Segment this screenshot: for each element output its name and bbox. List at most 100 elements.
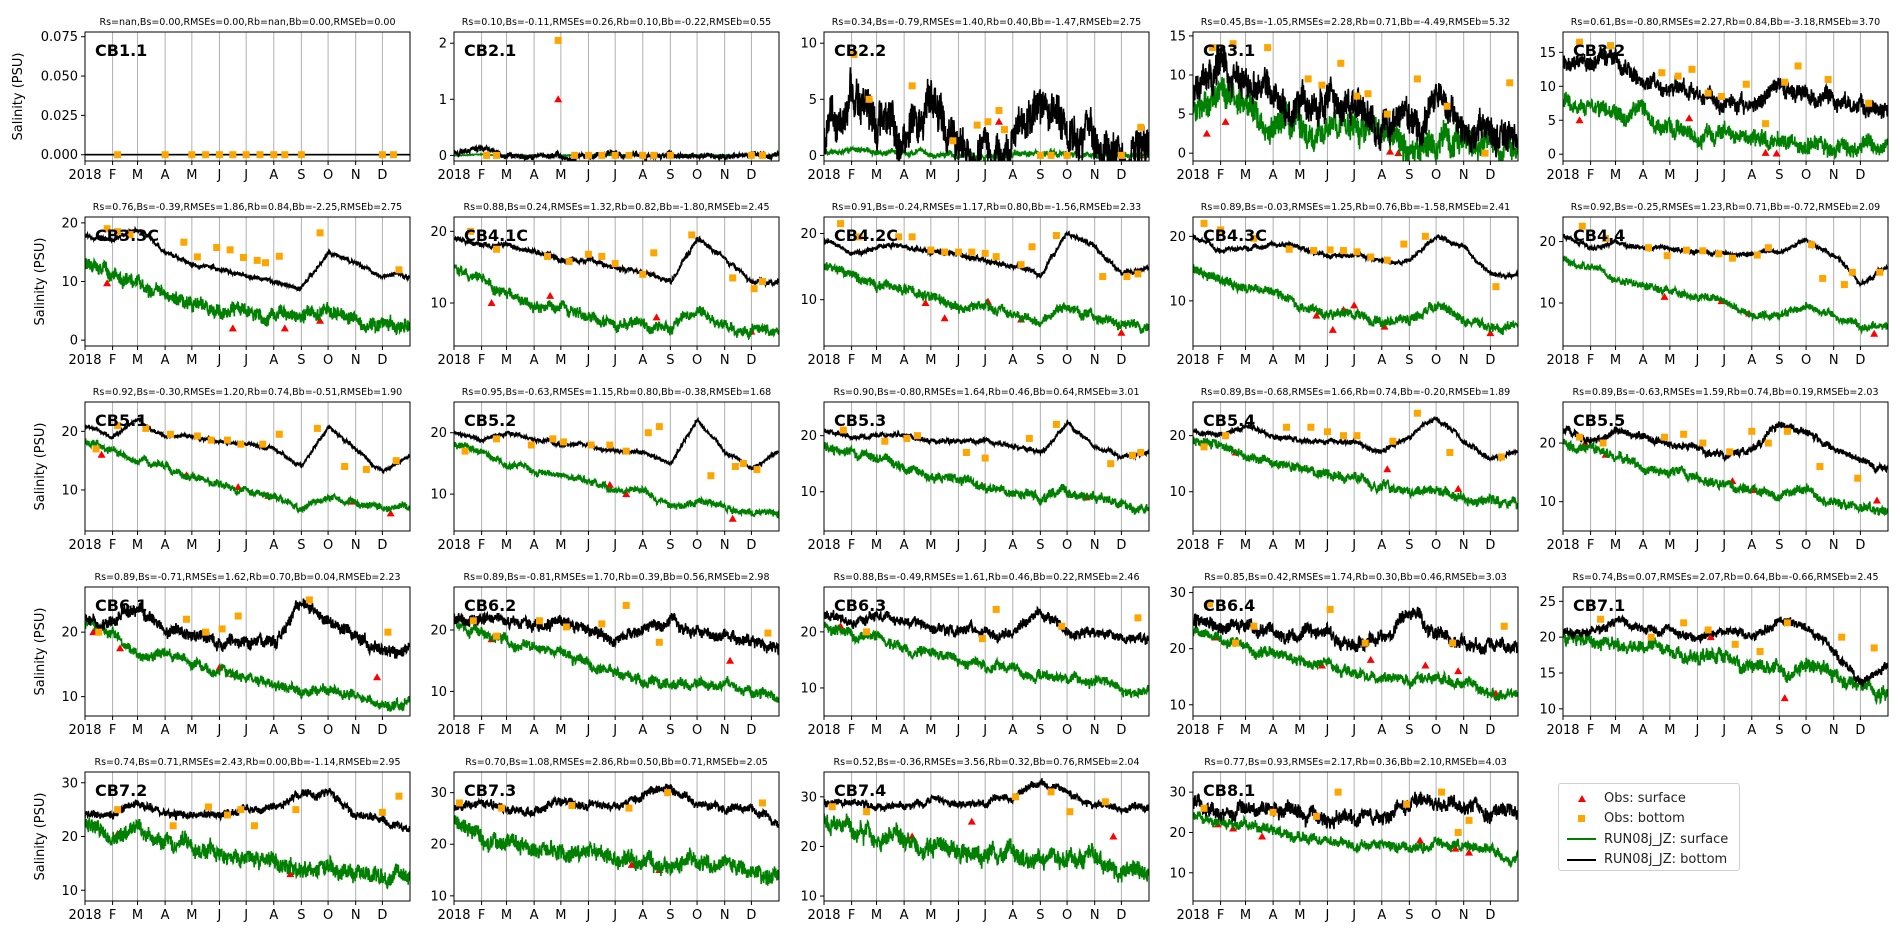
x-tick-label: F xyxy=(1217,723,1224,738)
model-bottom-line xyxy=(454,143,779,161)
station-label: CB4.3C xyxy=(1203,226,1267,245)
y-tick-label: 20 xyxy=(430,838,447,853)
x-tick-label: S xyxy=(666,538,674,553)
obs-bottom-point xyxy=(1128,451,1136,459)
x-tick-label: S xyxy=(666,353,674,368)
station-label: CB2.1 xyxy=(464,41,516,60)
obs-bottom-point xyxy=(1824,76,1832,84)
y-tick-label: 0.025 xyxy=(41,109,78,124)
x-tick-label: M xyxy=(132,168,143,183)
obs-bottom-point xyxy=(1753,251,1761,259)
station-label: CB4.1C xyxy=(464,226,528,245)
x-tick-label: M xyxy=(555,908,566,923)
model-surface-line xyxy=(1563,629,1888,706)
x-tick-label: A xyxy=(1747,538,1756,553)
obs-bottom-point xyxy=(395,792,403,800)
x-tick-label: D xyxy=(377,723,387,738)
obs-bottom-point xyxy=(584,151,592,159)
obs-bottom-point xyxy=(571,151,579,159)
y-tick-label: 0 xyxy=(809,149,817,164)
panel-title: Rs=0.76,Bs=-0.39,RMSEs=1.86,Rb=0.84,Bb=-… xyxy=(93,202,402,213)
x-tick-label: A xyxy=(530,353,539,368)
obs-bottom-point xyxy=(1819,274,1827,282)
model-surface-line xyxy=(1193,625,1518,703)
obs-bottom-point xyxy=(1682,246,1690,254)
x-tick-label: 2018 xyxy=(1546,723,1579,738)
obs-bottom-point xyxy=(560,438,568,446)
x-tick-label: M xyxy=(871,168,882,183)
obs-surface-point xyxy=(1421,661,1430,669)
panel-CB6-4: 2018 F M A M J J A S O N D 10 20 30 CB6.4 Rs=0.85,Bs=0.4… xyxy=(1169,572,1519,738)
obs-bottom-point xyxy=(1134,614,1142,622)
obs-bottom-point xyxy=(1848,268,1856,276)
y-tick-label: 10 xyxy=(800,681,817,696)
x-tick-label: D xyxy=(1116,538,1126,553)
obs-bottom-point xyxy=(1808,241,1816,249)
y-tick-label: 10 xyxy=(1169,294,1186,309)
panel-title: Rs=0.52,Bs=-0.36,RMSEs=3.56,Rb=0.32,Bb=0… xyxy=(833,757,1139,768)
x-tick-label: A xyxy=(1269,723,1278,738)
x-tick-label: M xyxy=(1294,908,1305,923)
obs-bottom-point xyxy=(1058,622,1066,630)
obs-bottom-point xyxy=(1717,93,1725,100)
model-surface-line xyxy=(1563,91,1888,161)
obs-bottom-point xyxy=(1063,151,1071,159)
x-tick-label: F xyxy=(1217,908,1224,923)
obs-bottom-point xyxy=(1576,433,1584,441)
x-tick-label: 2018 xyxy=(807,723,840,738)
obs-bottom-point xyxy=(1699,439,1707,447)
obs-bottom-point xyxy=(316,229,324,237)
x-tick-label: A xyxy=(530,538,539,553)
x-tick-label: J xyxy=(982,908,987,923)
x-tick-label: O xyxy=(1431,723,1441,738)
obs-bottom-point xyxy=(95,628,103,636)
x-tick-label: 2018 xyxy=(807,538,840,553)
x-tick-label: J xyxy=(243,168,248,183)
y-tick-label: 15 xyxy=(1169,29,1186,44)
obs-bottom-point xyxy=(1066,808,1074,816)
obs-bottom-point xyxy=(237,806,245,814)
x-tick-label: F xyxy=(848,168,855,183)
obs-bottom-point xyxy=(992,605,1000,613)
x-tick-label: F xyxy=(109,908,116,923)
model-surface-line xyxy=(824,262,1149,334)
obs-bottom-point xyxy=(1644,244,1652,252)
x-tick-label: 2018 xyxy=(1176,353,1209,368)
x-tick-label: A xyxy=(269,723,278,738)
x-tick-label: D xyxy=(1116,353,1126,368)
x-tick-label: M xyxy=(1240,723,1251,738)
x-tick-label: D xyxy=(1485,723,1495,738)
obs-bottom-point xyxy=(483,151,491,159)
y-tick-label: 10 xyxy=(61,884,78,899)
obs-bottom-point xyxy=(1137,448,1145,456)
obs-bottom-point xyxy=(611,260,619,268)
obs-bottom-point xyxy=(1658,69,1666,77)
obs-bottom-point xyxy=(1323,428,1331,436)
obs-bottom-point xyxy=(1028,243,1036,251)
panel-CB1-1: 2018 F M A M J J A S O N D 0.000 0.025 0.050 0.075 CB1.1… xyxy=(11,17,411,183)
x-tick-label: M xyxy=(871,723,882,738)
obs-bottom-point xyxy=(1578,222,1586,230)
obs-bottom-point xyxy=(202,151,210,159)
obs-bottom-point xyxy=(764,629,772,637)
obs-bottom-point xyxy=(223,811,231,819)
obs-bottom-point xyxy=(978,635,986,643)
obs-bottom-point xyxy=(378,808,386,816)
obs-bottom-point xyxy=(1699,247,1707,255)
obs-bottom-point xyxy=(1334,788,1342,796)
obs-bottom-point xyxy=(908,82,916,90)
obs-bottom-point xyxy=(1597,615,1605,623)
panel-title: Rs=0.34,Bs=-0.79,RMSEs=1.40,Rb=0.40,Bb=-… xyxy=(832,17,1141,28)
x-tick-label: D xyxy=(1485,538,1495,553)
x-tick-label: O xyxy=(1062,908,1072,923)
panel-title: Rs=0.77,Bs=0.93,RMSEs=2.17,Rb=0.36,Bb=2.… xyxy=(1204,757,1507,768)
x-tick-label: J xyxy=(612,723,617,738)
axes-frame xyxy=(84,401,411,532)
obs-bottom-point xyxy=(758,278,766,285)
model-surface-line xyxy=(824,813,1149,883)
x-tick-label: 2018 xyxy=(1176,538,1209,553)
obs-bottom-point xyxy=(639,151,647,159)
x-tick-label: D xyxy=(377,908,387,923)
x-tick-label: J xyxy=(612,908,617,923)
obs-bottom-point xyxy=(1688,65,1696,73)
